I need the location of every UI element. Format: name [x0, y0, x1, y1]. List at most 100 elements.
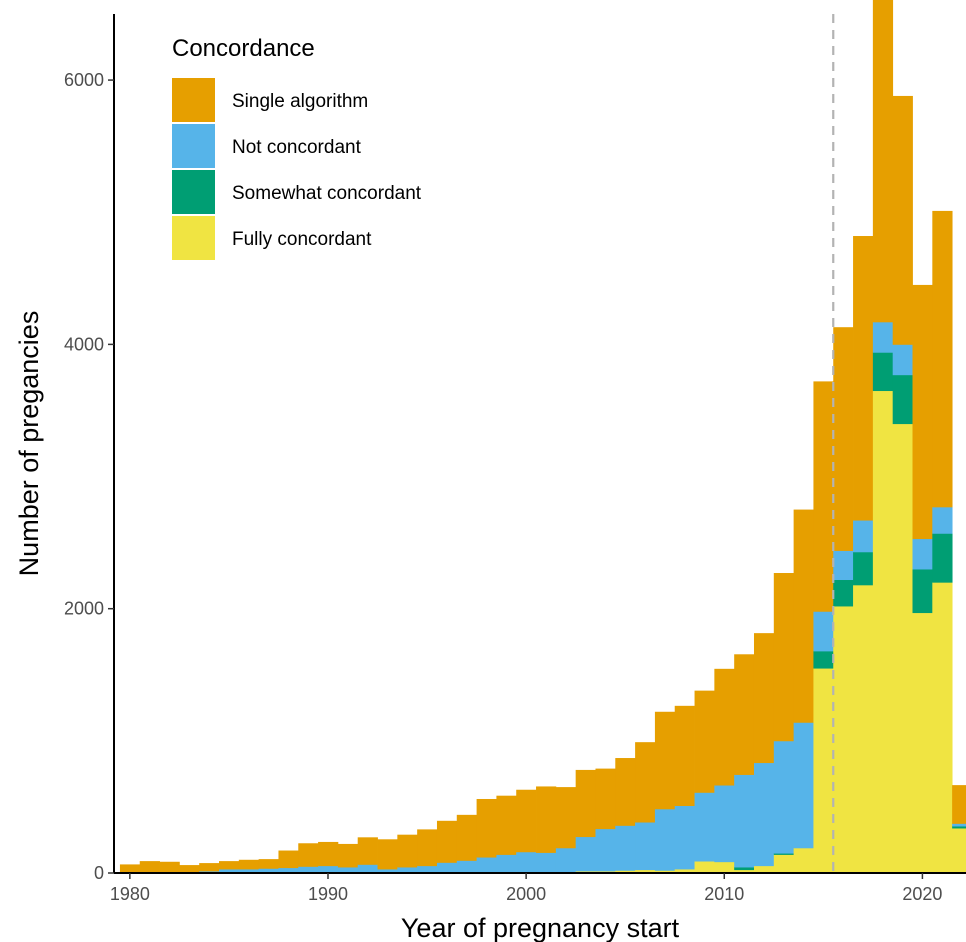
bar-fully-concordant-2018	[872, 390, 894, 874]
bar-fully-concordant-2010	[714, 861, 735, 874]
legend-label-not-concordant: Not concordant	[232, 137, 362, 158]
bar-single-algorithm-2021	[932, 210, 953, 508]
y-axis-ticks: 0 2000 4000 6000	[64, 70, 114, 883]
bar-not-concordant-2000	[516, 851, 537, 873]
x-tick-label-2020: 2020	[902, 884, 942, 904]
bar-fully-concordant-2007	[654, 870, 676, 874]
y-tick-label-0: 0	[94, 863, 104, 883]
bar-not-concordant-2009	[694, 792, 715, 862]
bar-not-concordant-1996	[436, 862, 458, 874]
bar-not-concordant-2003	[575, 836, 596, 872]
bar-single-algorithm-2005	[615, 758, 636, 826]
bar-single-algorithm-2012	[753, 633, 775, 764]
bar-fully-concordant-2008	[674, 869, 695, 874]
bar-single-algorithm-1994	[397, 834, 418, 868]
bar-fully-concordant-2017	[853, 584, 874, 874]
bar-fully-concordant-2011	[734, 869, 755, 874]
bar-single-algorithm-2016	[833, 327, 854, 551]
bar-not-concordant-2015	[813, 611, 834, 652]
bar-single-algorithm-1987	[258, 859, 279, 869]
bar-single-algorithm-2019	[892, 95, 913, 345]
bar-somewhat-concordant-2015	[813, 650, 834, 669]
bar-single-algorithm-1989	[298, 843, 319, 867]
bar-single-algorithm-2010	[714, 668, 735, 786]
x-axis-ticks: 1980 1990 2000 2010 2020	[110, 873, 942, 904]
bar-single-algorithm-1982	[159, 861, 180, 874]
legend-title: Concordance	[172, 35, 315, 62]
bar-fully-concordant-2021	[932, 582, 953, 874]
bar-fully-concordant-2020	[912, 612, 933, 874]
bar-not-concordant-1990	[318, 865, 339, 874]
bar-not-concordant-2012	[753, 762, 775, 867]
bar-single-algorithm-1990	[318, 841, 339, 867]
bar-not-concordant-2006	[635, 822, 656, 871]
bar-somewhat-concordant-2017	[853, 551, 874, 586]
bar-not-concordant-2011	[734, 774, 755, 868]
bar-not-concordant-2002	[555, 847, 577, 873]
bar-single-algorithm-1993	[377, 839, 398, 870]
bar-single-algorithm-1981	[139, 861, 160, 874]
bar-single-algorithm-1996	[436, 820, 458, 863]
bar-somewhat-concordant-2011	[734, 867, 755, 871]
bar-somewhat-concordant-2019	[892, 374, 913, 425]
bar-not-concordant-2018	[872, 321, 894, 353]
bar-not-concordant-1987	[258, 868, 279, 874]
bar-somewhat-concordant-2020	[912, 569, 933, 614]
bar-not-concordant-1992	[357, 864, 378, 874]
bar-not-concordant-1988	[278, 867, 299, 874]
bar-single-algorithm-2013	[773, 573, 795, 742]
bar-single-algorithm-1984	[199, 863, 220, 872]
bar-somewhat-concordant-2018	[872, 352, 894, 392]
bar-single-algorithm-1985	[219, 861, 240, 870]
bar-single-algorithm-1980	[119, 864, 141, 874]
x-tick-label-2000: 2000	[506, 884, 546, 904]
bar-somewhat-concordant-2021	[932, 533, 953, 583]
bar-single-algorithm-1988	[278, 850, 299, 869]
bar-not-concordant-1993	[377, 869, 398, 874]
bar-not-concordant-2004	[595, 828, 616, 872]
bar-not-concordant-2021	[932, 506, 953, 534]
bar-single-algorithm-1998	[476, 798, 497, 858]
bar-not-concordant-2017	[853, 520, 874, 553]
x-tick-label-1990: 1990	[308, 884, 348, 904]
y-tick-label-6000: 6000	[64, 70, 104, 90]
bar-single-algorithm-1992	[357, 837, 378, 865]
legend-swatch-fully-concordant	[172, 216, 215, 260]
bar-fully-concordant-2022	[952, 828, 966, 874]
bar-single-algorithm-2004	[595, 768, 616, 830]
bar-not-concordant-2013	[773, 740, 795, 854]
bar-not-concordant-1997	[456, 860, 477, 874]
bar-single-algorithm-2006	[635, 742, 656, 823]
bar-single-algorithm-2003	[575, 769, 596, 838]
bar-not-concordant-2022	[952, 823, 966, 827]
bar-fully-concordant-2006	[635, 869, 656, 874]
x-tick-label-2010: 2010	[704, 884, 744, 904]
bar-single-algorithm-2008	[674, 705, 695, 807]
bar-not-concordant-1989	[298, 866, 319, 874]
bar-not-concordant-2008	[674, 805, 695, 870]
bar-single-algorithm-2017	[853, 236, 874, 521]
legend-label-fully-concordant: Fully concordant	[232, 229, 372, 250]
x-axis-title: Year of pregnancy start	[401, 913, 680, 942]
legend-swatch-somewhat-concordant	[172, 170, 215, 214]
bar-single-algorithm-1991	[337, 843, 359, 868]
bar-single-algorithm-2014	[793, 509, 814, 723]
bar-fully-concordant-2014	[793, 847, 814, 874]
bar-somewhat-concordant-2013	[773, 853, 795, 855]
legend: Concordance Single algorithm Not concorda…	[172, 35, 422, 260]
x-tick-label-1980: 1980	[110, 884, 150, 904]
bar-not-concordant-2007	[654, 808, 676, 871]
bar-fully-concordant-2005	[615, 870, 636, 874]
bar-single-algorithm-1986	[238, 859, 260, 870]
bar-single-algorithm-1983	[179, 865, 200, 874]
legend-label-somewhat-concordant: Somewhat concordant	[232, 183, 422, 204]
bar-single-algorithm-1995	[417, 829, 438, 867]
bar-single-algorithm-2011	[734, 654, 755, 775]
bar-somewhat-concordant-2016	[833, 579, 854, 607]
bar-not-concordant-2010	[714, 785, 735, 863]
y-axis-title: Number of pregancies	[14, 311, 44, 577]
bar-single-algorithm-2000	[516, 789, 537, 853]
legend-swatch-not-concordant	[172, 124, 215, 168]
bar-single-algorithm-2009	[694, 690, 715, 793]
bar-fully-concordant-2016	[833, 606, 854, 874]
